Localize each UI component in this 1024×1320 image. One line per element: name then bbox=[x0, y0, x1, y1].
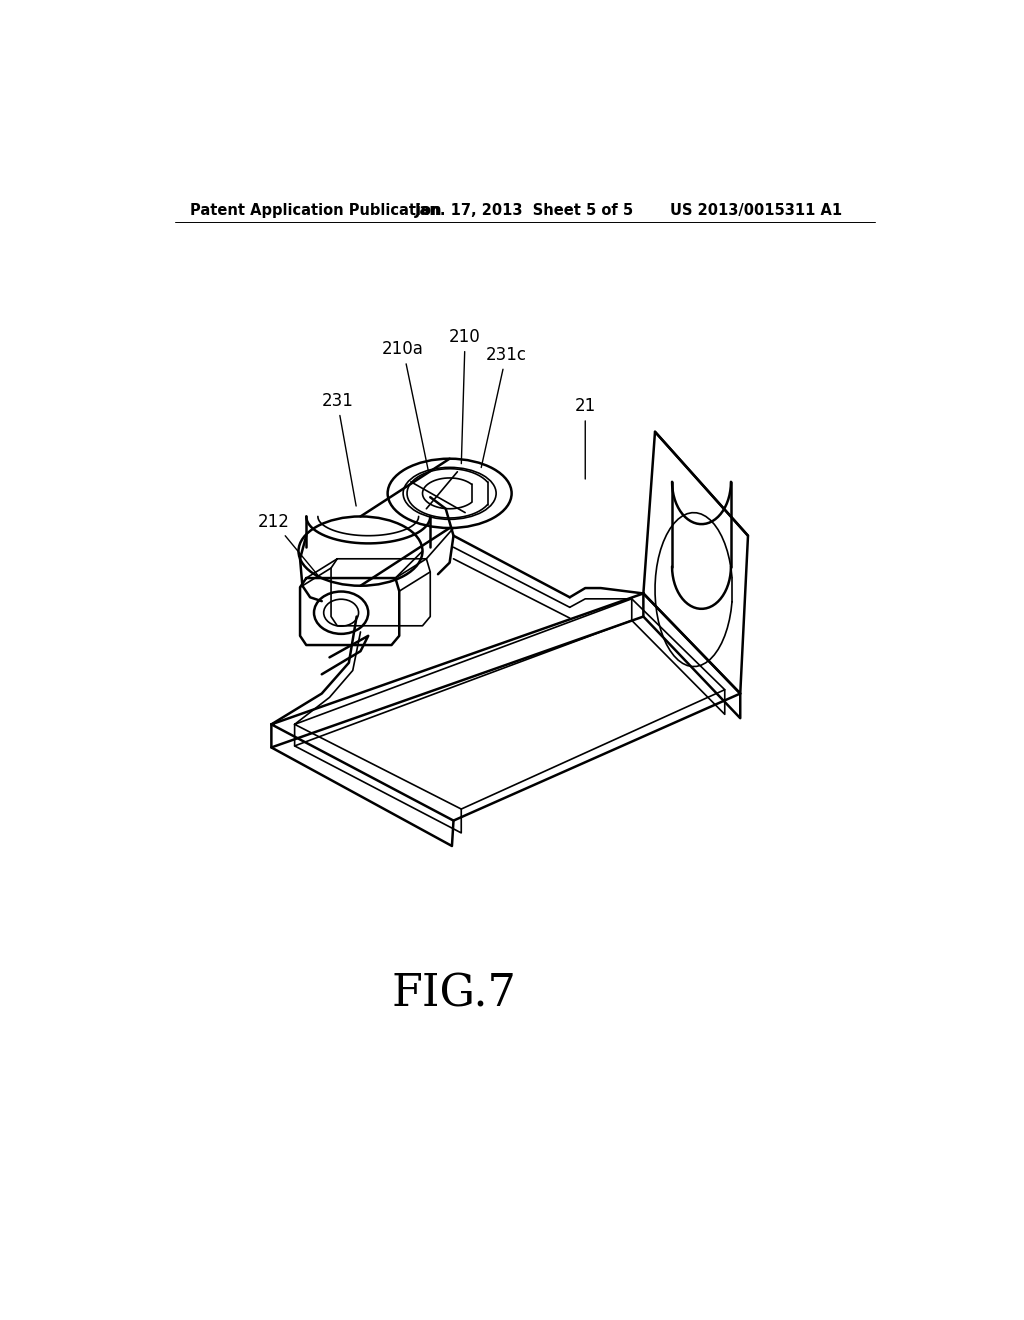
Text: Jan. 17, 2013  Sheet 5 of 5: Jan. 17, 2013 Sheet 5 of 5 bbox=[415, 203, 634, 218]
Text: FIG.7: FIG.7 bbox=[391, 973, 516, 1015]
Text: 210a: 210a bbox=[382, 341, 428, 470]
Text: Patent Application Publication: Patent Application Publication bbox=[190, 203, 441, 218]
Text: 212: 212 bbox=[258, 513, 318, 576]
Text: 21: 21 bbox=[574, 397, 596, 479]
Text: 210: 210 bbox=[450, 329, 481, 463]
Text: 231: 231 bbox=[322, 392, 356, 506]
Text: US 2013/0015311 A1: US 2013/0015311 A1 bbox=[671, 203, 843, 218]
Text: 231c: 231c bbox=[481, 346, 526, 467]
